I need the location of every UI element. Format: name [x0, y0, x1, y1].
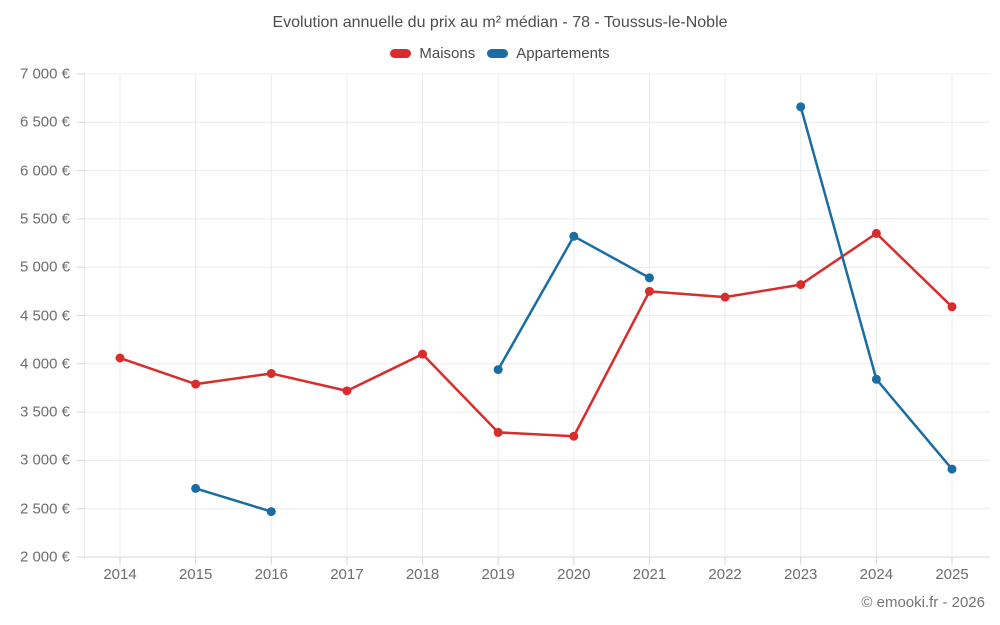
x-axis-label: 2022	[708, 566, 742, 583]
x-axis-label: 2018	[405, 566, 440, 583]
data-point-maisons-2016	[266, 368, 276, 378]
appartements-series-swatch-icon	[487, 49, 509, 58]
data-point-appartements-2023	[796, 102, 806, 112]
x-axis-label: 2015	[178, 566, 213, 583]
y-axis-label: 2 000 €	[19, 548, 70, 566]
legend-label-maisons: Maisons	[419, 45, 476, 62]
x-axis-label: 2017	[330, 566, 364, 583]
legend: Maisons Appartements	[0, 45, 1000, 62]
y-axis-label: 5 500 €	[19, 210, 70, 228]
data-point-appartements-2025	[947, 464, 957, 474]
y-axis-label: 3 500 €	[19, 403, 70, 421]
data-point-maisons-2017	[342, 386, 352, 396]
y-axis-label: 4 500 €	[19, 307, 70, 324]
data-point-appartements-2020	[569, 231, 579, 241]
chart-title: Evolution annuelle du prix au m² médian …	[272, 14, 728, 31]
data-point-maisons-2025	[947, 302, 957, 312]
data-point-maisons-2020	[569, 431, 579, 441]
footer-credit: © emooki.fr - 2026	[861, 594, 985, 611]
data-point-maisons-2021	[644, 286, 654, 296]
y-axis-label: 3 000 €	[19, 451, 70, 469]
data-point-appartements-2021	[644, 273, 654, 283]
data-point-appartements-2015	[191, 483, 201, 493]
data-point-appartements-2024	[871, 374, 881, 384]
legend-item-appartements[interactable]: Appartements	[487, 45, 610, 62]
data-point-appartements-2016	[266, 507, 276, 517]
data-point-maisons-2024	[871, 228, 881, 238]
data-point-maisons-2023	[796, 280, 806, 290]
maisons-series-swatch-icon	[390, 49, 412, 58]
legend-item-maisons[interactable]: Maisons	[390, 45, 475, 62]
data-point-maisons-2018	[418, 349, 428, 359]
x-axis-label: 2024	[859, 566, 894, 583]
x-axis-label: 2016	[254, 566, 288, 583]
x-axis-label: 2020	[557, 566, 591, 583]
x-axis-label: 2023	[784, 566, 818, 583]
data-point-maisons-2014	[115, 353, 125, 363]
y-axis-label: 7 000 €	[19, 65, 70, 83]
x-axis-label: 2021	[632, 566, 667, 583]
y-axis-label: 6 500 €	[19, 113, 70, 131]
y-axis-label: 4 000 €	[19, 355, 70, 373]
x-axis-label: 2025	[935, 566, 969, 583]
data-point-maisons-2019	[493, 427, 503, 437]
y-axis-label: 2 500 €	[19, 500, 70, 518]
series-line-maisons	[118, 232, 954, 438]
data-point-maisons-2015	[191, 379, 201, 389]
y-axis-label: 5 000 €	[19, 258, 70, 276]
y-axis-label: 6 000 €	[19, 162, 70, 180]
x-axis-label: 2014	[103, 566, 137, 583]
series-line-appartements	[194, 487, 273, 513]
data-point-appartements-2019	[493, 365, 503, 375]
legend-label-appartements: Appartements	[516, 45, 610, 62]
data-point-maisons-2022	[720, 292, 730, 302]
x-axis-label: 2019	[481, 566, 515, 583]
